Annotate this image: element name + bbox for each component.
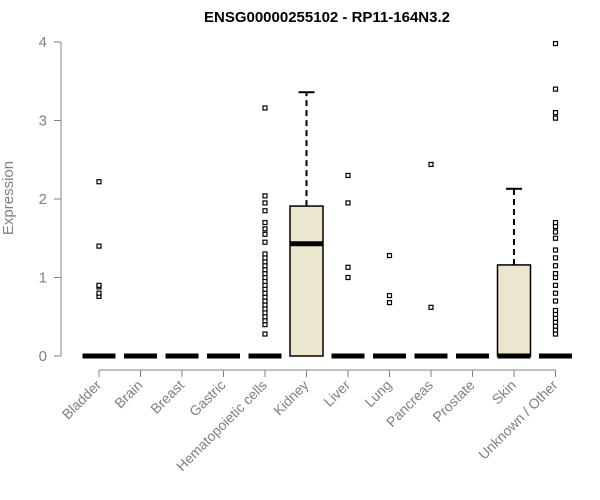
outlier-point <box>345 172 351 179</box>
outlier-point <box>552 255 559 261</box>
outlier-point <box>552 110 559 116</box>
outlier-point <box>262 231 268 237</box>
outlier-point <box>262 239 268 245</box>
outlier-point <box>552 290 559 296</box>
outlier-point <box>96 179 102 185</box>
box-kidney <box>289 91 324 357</box>
x-tick-label: Skin <box>489 377 520 408</box>
y-tick-label: 4 <box>39 34 47 51</box>
outlier-point <box>262 219 268 226</box>
outlier-point <box>345 200 351 206</box>
x-tick-label: Liver <box>320 377 353 410</box>
outlier-point <box>552 263 559 269</box>
boxes-group <box>82 40 572 359</box>
box-hematopoietic-cells <box>248 105 282 359</box>
box-unknown-other <box>539 40 572 359</box>
box-skin <box>496 187 532 359</box>
outlier-point <box>262 208 268 214</box>
x-tick-label: Bladder <box>59 377 105 423</box>
outlier-point <box>552 298 559 304</box>
y-axis-label: Expression <box>0 161 17 235</box>
outlier-point <box>552 40 559 47</box>
x-tick-label: Prostate <box>429 377 477 425</box>
box-iqr <box>496 264 532 357</box>
box-liver <box>331 172 365 359</box>
outlier-point <box>262 331 268 337</box>
y-tick-label: 2 <box>39 191 47 208</box>
outlier-point <box>552 270 559 277</box>
y-tick-label: 1 <box>39 270 47 287</box>
outlier-point <box>552 229 559 235</box>
outlier-point <box>386 300 393 306</box>
y-tick-label: 3 <box>39 113 47 130</box>
outlier-point <box>552 115 559 121</box>
outlier-point <box>552 235 559 241</box>
x-tick-label: Unknown / Other <box>475 377 561 463</box>
box-lung <box>373 252 406 359</box>
outlier-point <box>386 292 393 299</box>
outlier-point <box>552 282 559 288</box>
outlier-point <box>262 200 268 206</box>
box-bladder <box>82 179 116 359</box>
outlier-point <box>552 307 559 314</box>
outlier-point <box>96 282 102 288</box>
outlier-point <box>428 304 434 310</box>
y-axis: 0 1 2 3 4 <box>39 34 62 365</box>
outlier-point <box>96 243 102 249</box>
outlier-point <box>386 252 393 259</box>
outlier-point <box>96 290 102 296</box>
outlier-point <box>262 193 268 199</box>
outlier-point <box>552 247 559 253</box>
box-pancreas <box>414 161 448 359</box>
outlier-point <box>552 86 559 92</box>
outlier-point <box>262 226 268 232</box>
outlier-point <box>345 274 351 281</box>
x-tick-label: Lung <box>361 377 394 410</box>
outlier-point <box>262 105 268 111</box>
outlier-point <box>552 219 559 226</box>
outlier-point <box>345 264 351 270</box>
x-tick-label: Kidney <box>270 377 312 419</box>
chart-title: ENSG00000255102 - RP11-164N3.2 <box>204 9 450 26</box>
x-tick-label: Brain <box>111 377 145 411</box>
y-tick-label: 0 <box>39 348 47 365</box>
x-tick-label: Breast <box>147 377 187 417</box>
box-iqr <box>289 205 324 357</box>
outlier-point <box>428 161 434 168</box>
outlier-point <box>262 251 268 257</box>
